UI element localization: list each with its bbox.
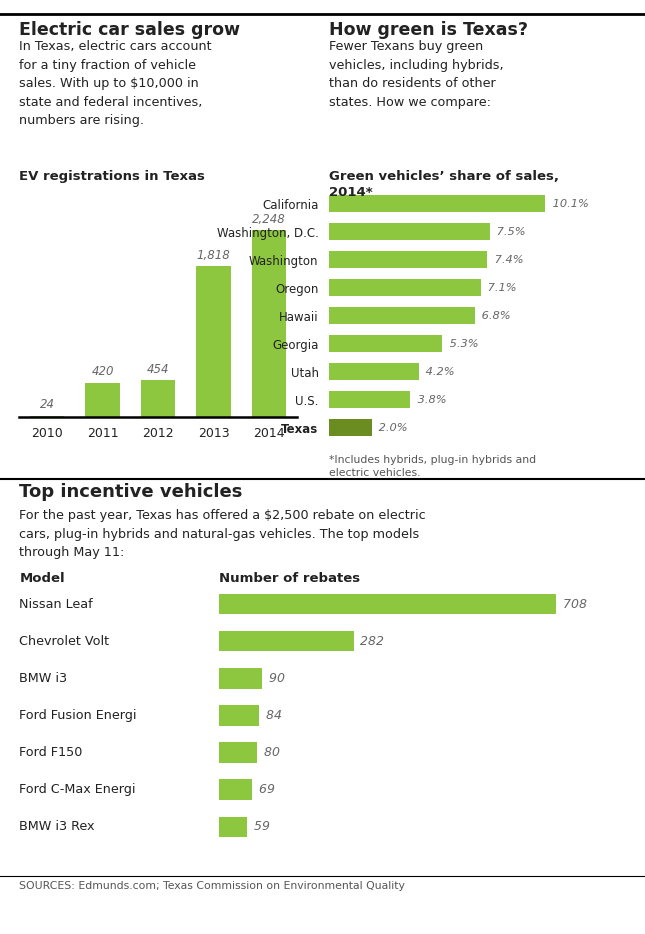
- Bar: [329, 307, 475, 324]
- Bar: [329, 363, 419, 380]
- Bar: [141, 380, 175, 417]
- Bar: [329, 195, 545, 212]
- Text: 708: 708: [559, 598, 587, 611]
- Bar: [219, 816, 248, 837]
- Text: 7.5%: 7.5%: [493, 227, 525, 236]
- Text: 3.8%: 3.8%: [413, 395, 446, 404]
- Text: Electric car sales grow: Electric car sales grow: [19, 21, 241, 38]
- Bar: [219, 743, 257, 763]
- Bar: [329, 335, 442, 352]
- Text: 80: 80: [260, 746, 280, 759]
- Text: 24: 24: [39, 398, 55, 411]
- Text: How green is Texas?: How green is Texas?: [329, 21, 528, 38]
- Bar: [219, 631, 353, 651]
- Text: Ford C-Max Energi: Ford C-Max Energi: [19, 783, 136, 796]
- Text: Chevrolet Volt: Chevrolet Volt: [19, 635, 110, 648]
- Bar: [85, 383, 120, 417]
- Bar: [219, 780, 252, 800]
- Text: Nissan Leaf: Nissan Leaf: [19, 598, 93, 611]
- Text: 282: 282: [357, 635, 384, 648]
- Bar: [329, 279, 481, 296]
- Text: 59: 59: [250, 820, 270, 833]
- Text: Ford F150: Ford F150: [19, 746, 83, 759]
- Bar: [329, 419, 372, 436]
- Bar: [329, 391, 410, 408]
- Text: 2.0%: 2.0%: [375, 423, 408, 432]
- Text: Ford Fusion Energi: Ford Fusion Energi: [19, 709, 137, 722]
- Text: 2,248: 2,248: [252, 213, 286, 226]
- Text: 90: 90: [265, 672, 285, 685]
- Bar: [30, 416, 64, 417]
- Text: 5.3%: 5.3%: [446, 339, 478, 348]
- Text: Model: Model: [19, 572, 65, 585]
- Text: In Texas, electric cars account
for a tiny fraction of vehicle
sales. With up to: In Texas, electric cars account for a ti…: [19, 40, 212, 127]
- Text: 69: 69: [255, 783, 275, 796]
- Text: 6.8%: 6.8%: [478, 311, 510, 320]
- Text: 454: 454: [147, 362, 169, 375]
- Text: 7.1%: 7.1%: [484, 283, 517, 292]
- Text: SOURCES: Edmunds.com; Texas Commission on Environmental Quality: SOURCES: Edmunds.com; Texas Commission o…: [19, 881, 405, 891]
- Text: Number of rebates: Number of rebates: [219, 572, 361, 585]
- Text: Fewer Texans buy green
vehicles, including hybrids,
than do residents of other
s: Fewer Texans buy green vehicles, includi…: [329, 40, 504, 108]
- Bar: [196, 266, 231, 417]
- Text: 1,818: 1,818: [197, 249, 230, 262]
- Text: For the past year, Texas has offered a $2,500 rebate on electric
cars, plug-in h: For the past year, Texas has offered a $…: [19, 509, 426, 559]
- Text: 84: 84: [262, 709, 282, 722]
- Text: *Includes hybrids, plug-in hybrids and
electric vehicles.: *Includes hybrids, plug-in hybrids and e…: [329, 455, 536, 478]
- Text: Green vehicles’ share of sales,
2014*: Green vehicles’ share of sales, 2014*: [329, 170, 559, 200]
- Text: EV registrations in Texas: EV registrations in Texas: [19, 170, 205, 183]
- Text: BMW i3: BMW i3: [19, 672, 68, 685]
- Text: 7.4%: 7.4%: [491, 255, 523, 264]
- Bar: [219, 594, 557, 615]
- Bar: [252, 231, 286, 417]
- Text: Top incentive vehicles: Top incentive vehicles: [19, 483, 243, 501]
- Bar: [219, 705, 259, 726]
- Bar: [329, 223, 490, 240]
- Text: BMW i3 Rex: BMW i3 Rex: [19, 820, 95, 833]
- Bar: [329, 251, 488, 268]
- Text: 10.1%: 10.1%: [548, 199, 588, 208]
- Text: 420: 420: [92, 365, 114, 378]
- Bar: [219, 668, 262, 688]
- Text: 4.2%: 4.2%: [422, 367, 455, 376]
